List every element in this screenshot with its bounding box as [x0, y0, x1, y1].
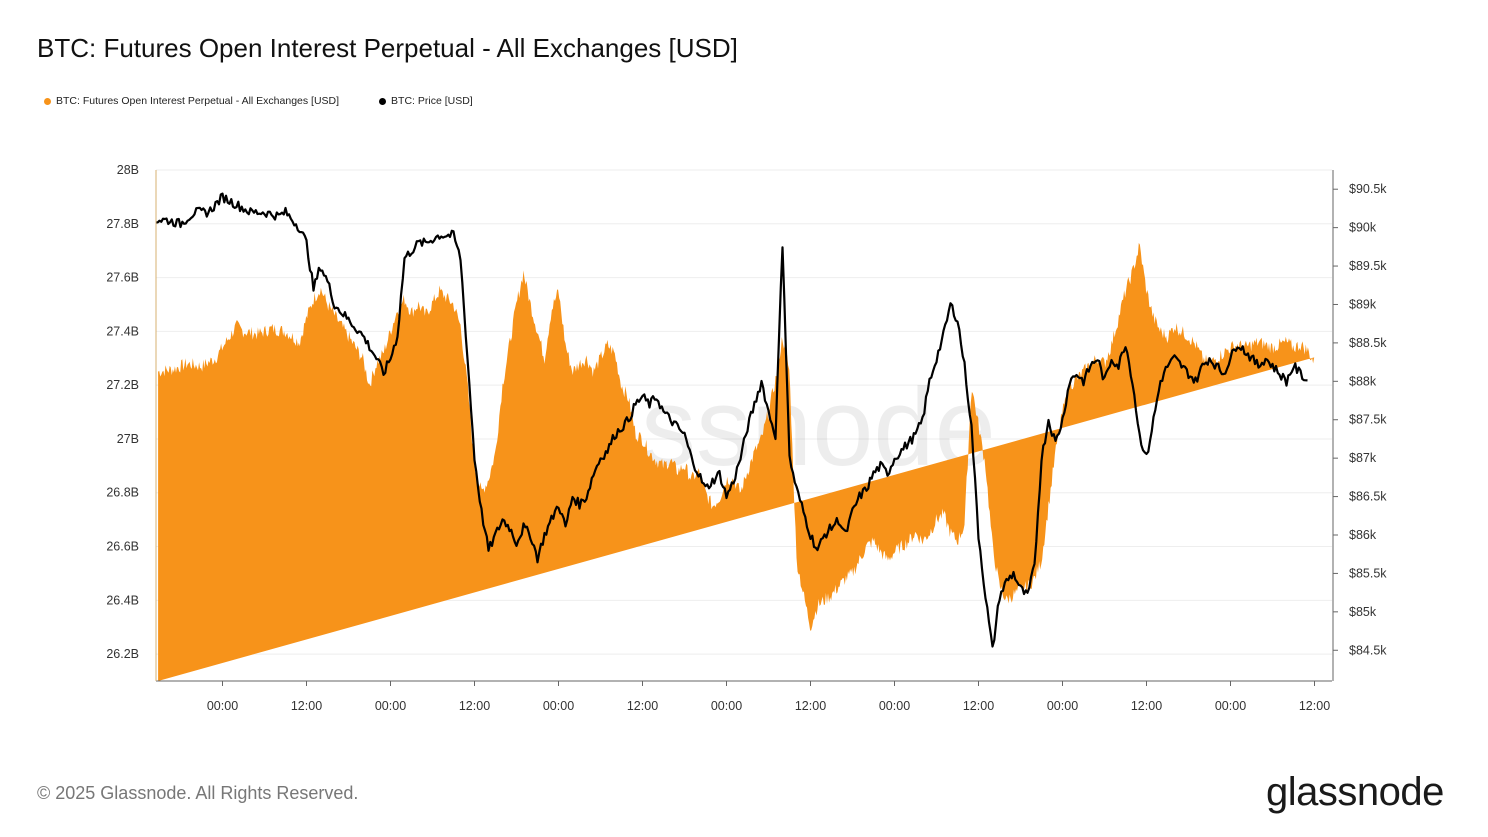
axes — [155, 170, 1334, 682]
copyright: © 2025 Glassnode. All Rights Reserved. — [37, 783, 359, 803]
x-tick-label: 12:00 — [963, 699, 994, 713]
legend: BTC: Futures Open Interest Perpetual - A… — [44, 95, 473, 107]
x-tick-label: 00:00 — [1215, 699, 1246, 713]
x-tick-label: 00:00 — [1047, 699, 1078, 713]
left-tick-label: 27.6B — [106, 271, 139, 285]
chart-title: BTC: Futures Open Interest Perpetual - A… — [37, 33, 738, 63]
legend-item-price[interactable]: BTC: Price [USD] — [379, 95, 473, 107]
right-tick-label: $87.5k — [1349, 413, 1387, 427]
right-tick-label: $90.5k — [1349, 182, 1387, 196]
price-line — [155, 192, 1308, 648]
x-tick-label: 00:00 — [543, 699, 574, 713]
x-tick-label: 12:00 — [459, 699, 490, 713]
right-tick-label: $88.5k — [1349, 336, 1387, 350]
x-tick-label: 00:00 — [879, 699, 910, 713]
left-tick-label: 27B — [117, 432, 139, 446]
right-tick-label: $84.5k — [1349, 643, 1387, 657]
left-tick-label: 26.4B — [106, 593, 139, 607]
open-interest-area — [158, 242, 1315, 681]
right-tick-label: $87k — [1349, 451, 1377, 465]
x-axis-ticks: 00:00 12:00 00:00 12:00 00:00 12:00 00:00 12:00… — [207, 681, 1330, 713]
legend-dot-open-interest — [44, 97, 51, 105]
right-axis-ticks: $84.5k $85k $85.5k $86k $86.5k $87k $87.5k $88k… — [1333, 182, 1387, 657]
x-tick-label: 00:00 — [375, 699, 406, 713]
x-tick-label: 12:00 — [1131, 699, 1162, 713]
x-tick-label: 00:00 — [207, 699, 238, 713]
legend-label-price: BTC: Price [USD] — [391, 95, 473, 107]
right-tick-label: $85.5k — [1349, 566, 1387, 580]
brand-logo[interactable]: glassnode — [1266, 770, 1444, 814]
x-tick-label: 12:00 — [627, 699, 658, 713]
legend-item-open-interest[interactable]: BTC: Futures Open Interest Perpetual - A… — [44, 95, 339, 107]
left-tick-label: 27.4B — [106, 324, 139, 338]
right-tick-label: $89k — [1349, 297, 1377, 311]
left-tick-label: 26.6B — [106, 540, 139, 554]
x-tick-label: 12:00 — [795, 699, 826, 713]
right-tick-label: $89.5k — [1349, 259, 1387, 273]
x-tick-label: 12:00 — [1299, 699, 1330, 713]
left-tick-label: 26.2B — [106, 647, 139, 661]
right-tick-label: $90k — [1349, 221, 1377, 235]
right-tick-label: $88k — [1349, 374, 1377, 388]
right-tick-label: $86.5k — [1349, 490, 1387, 504]
legend-dot-price — [379, 97, 387, 105]
right-tick-label: $85k — [1349, 605, 1377, 619]
left-tick-label: 27.8B — [106, 217, 139, 231]
x-tick-label: 00:00 — [711, 699, 742, 713]
left-axis-ticks: 26.2B 26.4B 26.6B 26.8B 27B 27.2B 27.4B 27.6B 27… — [106, 163, 139, 661]
legend-label-open-interest: BTC: Futures Open Interest Perpetual - A… — [56, 95, 340, 107]
left-tick-label: 27.2B — [106, 378, 139, 392]
x-tick-label: 12:00 — [291, 699, 322, 713]
left-tick-label: 26.8B — [106, 486, 139, 500]
left-tick-label: 28B — [117, 163, 139, 177]
right-tick-label: $86k — [1349, 528, 1377, 542]
